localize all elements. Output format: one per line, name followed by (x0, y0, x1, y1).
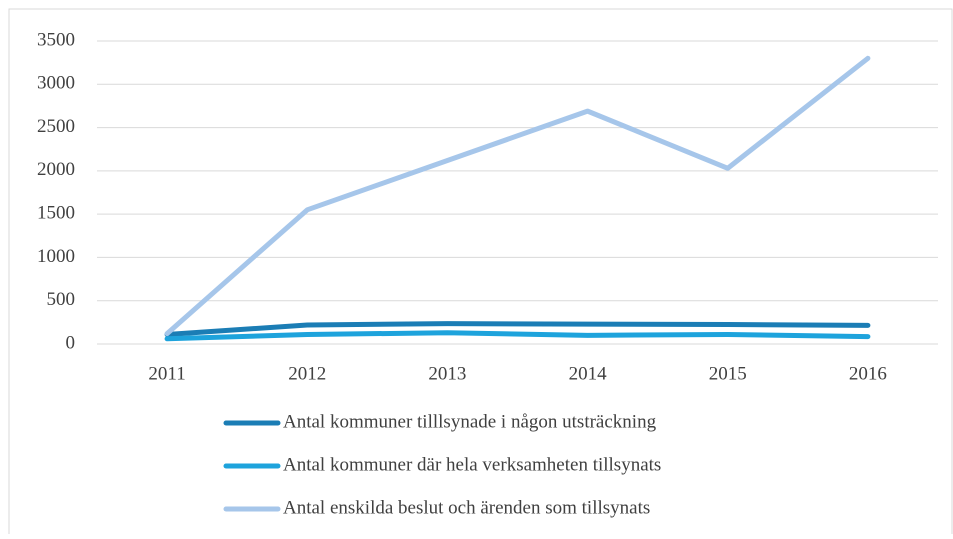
legend-label: Antal enskilda beslut och ärenden som ti… (283, 497, 650, 518)
series-line (164, 321, 871, 337)
x-tick-label: 2014 (569, 363, 608, 384)
x-tick-label: 2011 (148, 363, 185, 384)
x-tick-label: 2012 (288, 363, 326, 384)
y-tick-label: 3500 (37, 29, 75, 50)
y-tick-label: 500 (47, 289, 76, 310)
x-tick-label: 2013 (428, 363, 466, 384)
legend-label: Antal kommuner där hela verksamheten til… (283, 454, 661, 475)
legend-label: Antal kommuner tilllsynade i någon utstr… (283, 411, 657, 432)
y-tick-label: 2500 (37, 116, 75, 137)
series-line (164, 55, 871, 337)
series-line (164, 330, 871, 342)
y-tick-label: 2000 (37, 159, 75, 180)
y-tick-label: 1000 (37, 246, 75, 267)
x-tick-label: 2016 (849, 363, 887, 384)
chart-border (8, 8, 953, 539)
y-tick-label: 1500 (37, 203, 75, 224)
x-tick-label: 2015 (709, 363, 747, 384)
y-tick-label: 0 (66, 332, 76, 353)
y-tick-label: 3000 (37, 73, 75, 94)
